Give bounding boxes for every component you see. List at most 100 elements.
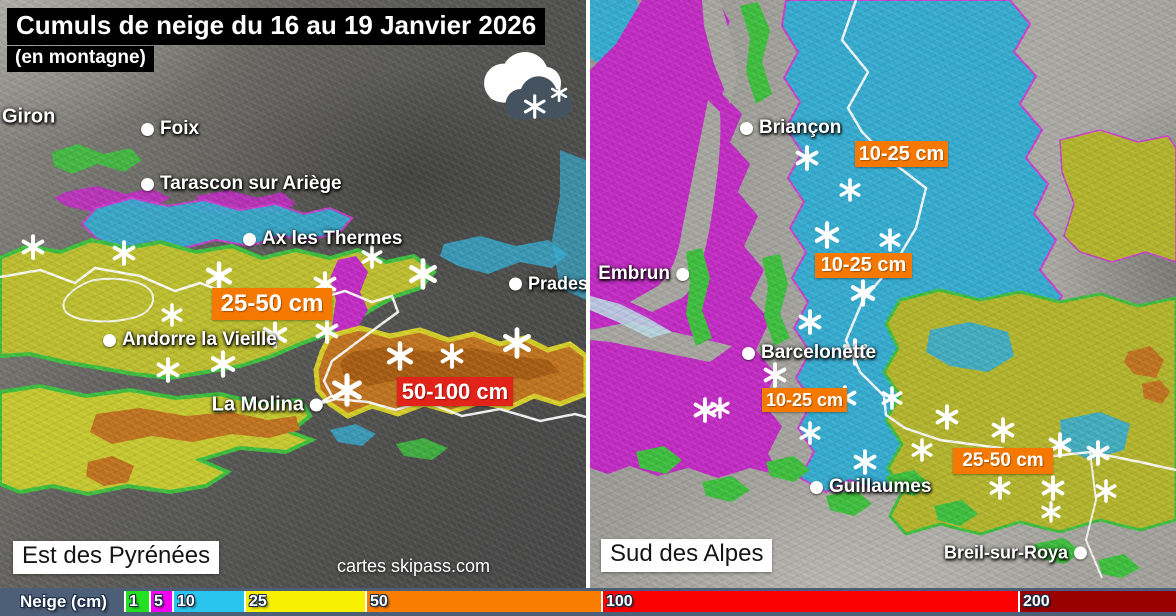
- legend-segment: 1: [124, 591, 149, 612]
- legend-segment-value: 5: [154, 593, 163, 610]
- city-label: Ax les Thermes: [262, 228, 403, 249]
- legend-segment: 200: [1018, 591, 1176, 612]
- snowflake-icon: [503, 327, 531, 359]
- snowflake-icon: [156, 357, 180, 383]
- snow-amount-badge: 10-25 cm: [855, 141, 948, 167]
- pyrenees-overlay: Giron Foix Tarascon sur Ariège Ax les Therm…: [0, 0, 586, 588]
- snowflake-icon: [1086, 440, 1110, 466]
- snowflake-icon: [361, 245, 383, 269]
- snowflake-icon: [710, 397, 730, 419]
- region-label-pyrenees: Est des Pyrénées: [13, 541, 220, 574]
- city-marker: La Molina: [212, 394, 323, 417]
- snow-amount-badge: 25-50 cm: [212, 288, 332, 320]
- legend-segments: 1 5 10 25 50 100 200: [124, 591, 1176, 612]
- legend-segment: 5: [149, 591, 172, 612]
- city-marker: Barcelonette: [742, 342, 876, 364]
- snowflake-icon: [1048, 432, 1072, 458]
- snowflake-icon: [1041, 475, 1065, 501]
- city-label: Giron: [2, 105, 56, 128]
- snow-amount-badge: 25-50 cm: [953, 448, 1053, 474]
- snowflake-icon: [850, 279, 876, 307]
- snowflake-icon: [991, 417, 1015, 443]
- snowflake-icon: [879, 228, 901, 252]
- snowflake-icon: [763, 362, 787, 388]
- city-marker: Giron: [2, 106, 55, 129]
- legend-segment-value: 100: [606, 593, 633, 610]
- snowflake-icon: [935, 404, 959, 430]
- city-marker: Embrun: [598, 263, 689, 285]
- map-title: Cumuls de neige du 16 au 19 Janvier 2026: [7, 8, 546, 45]
- snowflake-icon: [205, 261, 233, 291]
- snowflake-icon: [814, 221, 840, 249]
- cloud-snow-icon: [484, 51, 572, 121]
- city-dot: [103, 333, 116, 347]
- snowflake-icon: [799, 421, 821, 445]
- city-dot: [1074, 546, 1087, 560]
- legend-segment-value: 10: [177, 593, 195, 610]
- legend-segment: 10: [172, 591, 244, 612]
- snowflake-icon: [523, 94, 546, 119]
- snowflake-icon: [1095, 479, 1117, 503]
- snowflake-icon: [795, 145, 819, 171]
- legend-bar: Neige (cm) 1 5 10 25 50 100 200: [0, 588, 1176, 616]
- legend-segment-value: 1: [129, 593, 138, 610]
- map-divider: [586, 0, 590, 588]
- credit-watermark: cartes skipass.com: [337, 556, 491, 576]
- snow-amount-badge: 10-25 cm: [815, 253, 912, 278]
- city-marker: Andorre la Vieille: [103, 329, 277, 351]
- city-marker: Guillaumes: [810, 476, 931, 498]
- snowflake-icon: [798, 309, 822, 335]
- snowflake-icon: [550, 83, 568, 102]
- snowflake-icon: [839, 178, 861, 202]
- city-marker: Foix: [141, 118, 199, 140]
- snowflake-icon: [386, 341, 414, 371]
- alpes-overlay: Briançon Embrun Barcelonette Guillaumes Brei…: [590, 0, 1176, 588]
- snowflake-icon: [112, 240, 136, 266]
- snowflake-icon: [1041, 501, 1061, 523]
- snowflake-icon: [161, 303, 183, 327]
- city-label: Embrun: [598, 263, 670, 284]
- city-marker: Briançon: [740, 117, 841, 139]
- city-dot: [742, 346, 755, 360]
- snowflake-icon: [262, 321, 288, 349]
- snowflake-icon: [853, 449, 877, 475]
- region-label-alpes: Sud des Alpes: [601, 539, 773, 572]
- city-marker: Tarascon sur Ariège: [141, 173, 342, 195]
- city-dot: [810, 480, 823, 494]
- city-label: Andorre la Vieille: [122, 329, 277, 350]
- city-label: Foix: [160, 118, 200, 139]
- city-dot: [310, 398, 323, 412]
- city-dot: [141, 122, 154, 136]
- city-label: Guillaumes: [829, 476, 932, 497]
- snow-amount-badge: 10-25 cm: [762, 388, 847, 412]
- map-pyrenees: Giron Foix Tarascon sur Ariège Ax les Therm…: [0, 0, 586, 588]
- city-label: Briançon: [759, 117, 842, 138]
- city-label: Prades: [528, 273, 586, 294]
- map-alpes: Briançon Embrun Barcelonette Guillaumes Brei…: [590, 0, 1176, 588]
- snow-zones-alpes: [590, 0, 1176, 579]
- city-marker: Ax les Thermes: [243, 228, 402, 250]
- city-dot: [243, 232, 256, 246]
- city-dot: [740, 121, 753, 135]
- legend-title: Neige (cm): [20, 592, 107, 611]
- city-dot: [509, 277, 522, 291]
- snowflake-icon: [440, 343, 464, 369]
- snowflake-icon: [21, 234, 45, 260]
- snowflake-icon: [911, 438, 933, 462]
- city-label: Breil-sur-Roya: [943, 542, 1068, 563]
- map-subtitle: (en montagne): [7, 46, 154, 72]
- city-label: Barcelonette: [761, 342, 877, 363]
- snowflake-icon: [881, 386, 903, 410]
- legend-segment-value: 200: [1023, 593, 1050, 610]
- snowflake-icon: [315, 318, 339, 344]
- city-label: Tarascon sur Ariège: [160, 173, 342, 194]
- legend-segment-value: 25: [249, 593, 267, 610]
- city-marker: Breil-sur-Roya: [944, 543, 1087, 564]
- city-marker: Prades: [509, 274, 586, 295]
- snow-amount-badge: 50-100 cm: [397, 377, 513, 406]
- snowflake-icon: [210, 350, 236, 378]
- legend-segment: 50: [365, 591, 601, 612]
- city-label: La Molina: [211, 393, 304, 416]
- legend-segment: 25: [244, 591, 365, 612]
- snowflake-icon: [989, 476, 1011, 500]
